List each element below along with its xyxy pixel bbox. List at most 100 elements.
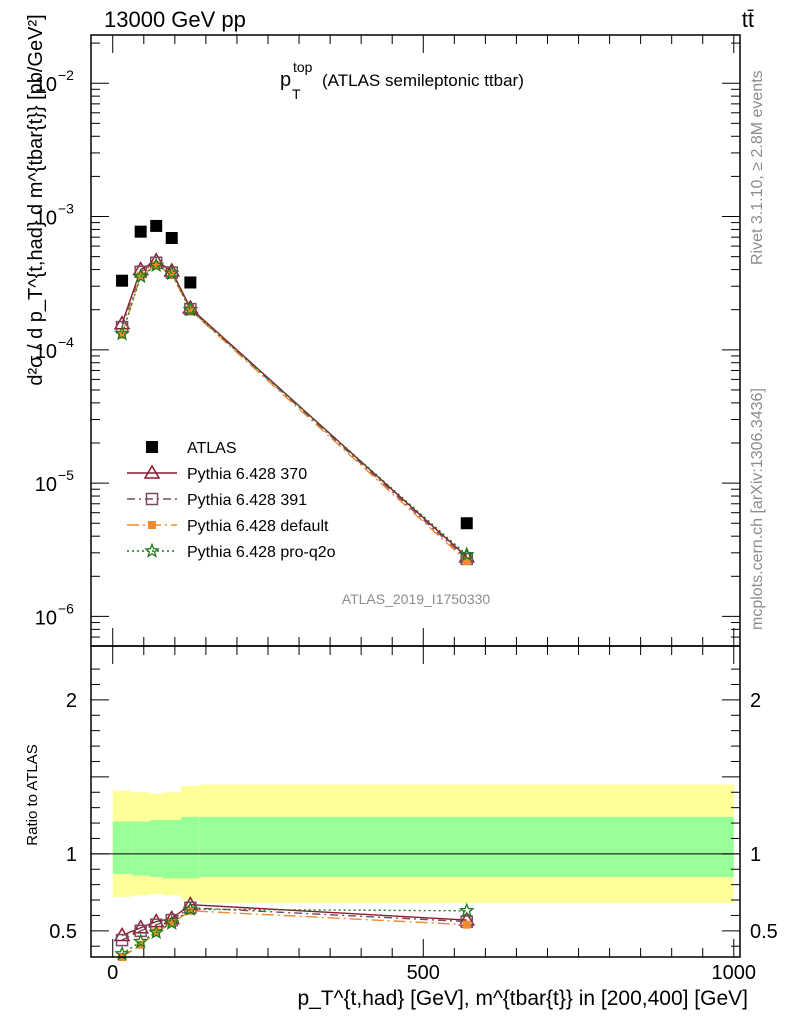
legend: ATLAS Pythia 6.428 370 Pythia 6.428 391 Pyt… <box>127 440 336 561</box>
ratio-y-tick-label-right: 0.5 <box>750 921 778 943</box>
main-y-tick-label: 10 −6 <box>35 600 74 629</box>
data-point-atlas <box>134 225 147 238</box>
data-point-pyproq2o <box>458 546 475 562</box>
ratio-ylabel: Ratio to ATLAS <box>24 744 41 845</box>
ratio-point-py370 <box>132 919 149 934</box>
main-y-tick-exp: −2 <box>58 67 74 83</box>
ratio-y-tick-label: 1 <box>66 844 77 866</box>
x-tick-label: 500 <box>407 962 440 984</box>
ratio-line-pydefault <box>121 910 467 958</box>
series-line-pyproq2o <box>121 264 468 556</box>
main-y-tick-label: 10 −4 <box>35 334 74 363</box>
legend-marker <box>144 542 160 558</box>
main-y-tick-base: 10 <box>35 607 57 629</box>
legend-entry-pyproq2o: Pythia 6.428 pro-q2o <box>127 542 336 561</box>
ratio-band-inner <box>162 819 182 879</box>
series-line-pydefault <box>121 264 468 562</box>
energy-label: 13000 GeV pp <box>104 7 246 32</box>
plot-title-sup: top <box>293 59 313 75</box>
ratio-series-pyproq2o <box>114 901 475 961</box>
ratio-frame <box>90 645 741 958</box>
ratio-point-pyproq2o <box>148 924 165 940</box>
analysis-id: ATLAS_2019_I1750330 <box>342 591 491 607</box>
series-pyproq2o <box>114 257 475 562</box>
data-point-pydefault <box>167 270 176 279</box>
main-y-tick-exp: −5 <box>58 467 74 483</box>
process-label: tt̄ <box>742 7 754 32</box>
data-point-pydefault <box>152 261 161 270</box>
axes: 10 −210 −310 −410 −510 −62 21 10.5 0.50 500 1000 <box>35 34 778 984</box>
ratio-band-inner <box>112 821 132 874</box>
legend-label: Pythia 6.428 default <box>187 518 329 535</box>
data-point-pyproq2o <box>163 265 180 281</box>
main-y-tick-base: 10 <box>35 74 57 96</box>
ratio-y-tick-label-right: 2 <box>750 690 761 712</box>
legend-label: Pythia 6.428 370 <box>187 466 307 483</box>
data-point-pyproq2o <box>132 268 149 284</box>
ratio-point-pydefault <box>186 906 195 915</box>
main-y-tick-label: 10 −5 <box>35 467 74 496</box>
data-point-pydefault <box>462 557 471 566</box>
main-y-tick-exp: −4 <box>58 334 74 350</box>
main-y-tick-exp: −6 <box>58 600 74 616</box>
ratio-point-pyproq2o <box>132 933 149 949</box>
legend-entry-pydefault: Pythia 6.428 default <box>127 518 329 535</box>
ratio-point-pydefault <box>167 919 176 928</box>
x-tick-label: 1000 <box>712 962 757 984</box>
ratio-y-tick-label: 2 <box>66 690 77 712</box>
legend-entry-atlas: ATLAS <box>146 440 237 457</box>
ratio-point-pyproq2o <box>182 901 199 916</box>
data-point-atlas <box>165 232 178 245</box>
legend-label: Pythia 6.428 pro-q2o <box>187 544 336 561</box>
legend-label: Pythia 6.428 391 <box>187 492 307 509</box>
data-point-atlas <box>116 274 129 287</box>
main-y-tick-base: 10 <box>35 208 57 230</box>
data-point-pydefault <box>186 306 195 315</box>
main-y-tick-base: 10 <box>35 341 57 363</box>
main-y-tick-exp: −3 <box>58 201 74 217</box>
data-point-pydefault <box>118 330 127 339</box>
main-plot <box>113 219 476 566</box>
legend-entry-py391: Pythia 6.428 391 <box>127 492 307 509</box>
ratio-y-tick-label: 0.5 <box>49 921 77 943</box>
ratio-y-tick-label-right: 1 <box>750 844 761 866</box>
series-atlas <box>116 219 473 530</box>
main-y-tick-label: 10 −3 <box>35 201 74 230</box>
plot-title: p top T (ATLAS semileptonic ttbar) <box>280 59 524 102</box>
x-tick-label: 0 <box>107 962 118 984</box>
data-point-atlas <box>460 517 473 530</box>
plot-title-sub: T <box>292 86 301 102</box>
legend-entry-py370: Pythia 6.428 370 <box>127 464 307 483</box>
ratio-band-inner <box>199 816 734 877</box>
ratio-series-py370 <box>113 896 476 942</box>
data-point-pyproq2o <box>148 257 165 273</box>
main-ylabel: d²σ / d p_T^{t,had} d m^{tbar{t}} [pb/Ge… <box>25 14 47 385</box>
data-point-atlas <box>184 276 197 289</box>
mcplots-label: mcplots.cern.ch [arXiv:1306.3436] <box>749 388 766 630</box>
ratio-plot <box>113 896 476 961</box>
data-point-pyproq2o <box>182 301 199 317</box>
ratio-bands <box>91 784 740 904</box>
ratio-point-pydefault <box>462 920 471 929</box>
main-y-tick-label: 10 −2 <box>35 67 74 96</box>
data-point-atlas <box>150 219 163 232</box>
legend-marker <box>143 464 161 479</box>
main-y-tick-base: 10 <box>35 474 57 496</box>
legend-marker <box>145 492 159 506</box>
legend-marker <box>148 521 156 529</box>
plot-title-rest: (ATLAS semileptonic ttbar) <box>322 71 524 90</box>
data-point-pyproq2o <box>114 325 130 341</box>
rivet-label: Rivet 3.1.10, ≥ 2.8M events <box>749 70 766 265</box>
series-py370 <box>113 252 476 563</box>
ratio-band-inner <box>131 821 150 876</box>
ratio-line-py370 <box>121 903 467 937</box>
ratio-point-pyproq2o <box>163 914 180 930</box>
plot-title-main: p <box>280 69 291 91</box>
ratio-band-inner <box>181 816 200 879</box>
x-axis-label: p_T^{t,had} [GeV], m^{tbar{t}} in [200,4… <box>297 987 748 1010</box>
ratio-point-pyproq2o <box>458 902 475 918</box>
legend-marker <box>146 441 158 453</box>
legend-label: ATLAS <box>187 440 237 457</box>
ratio-band-inner <box>150 819 163 877</box>
